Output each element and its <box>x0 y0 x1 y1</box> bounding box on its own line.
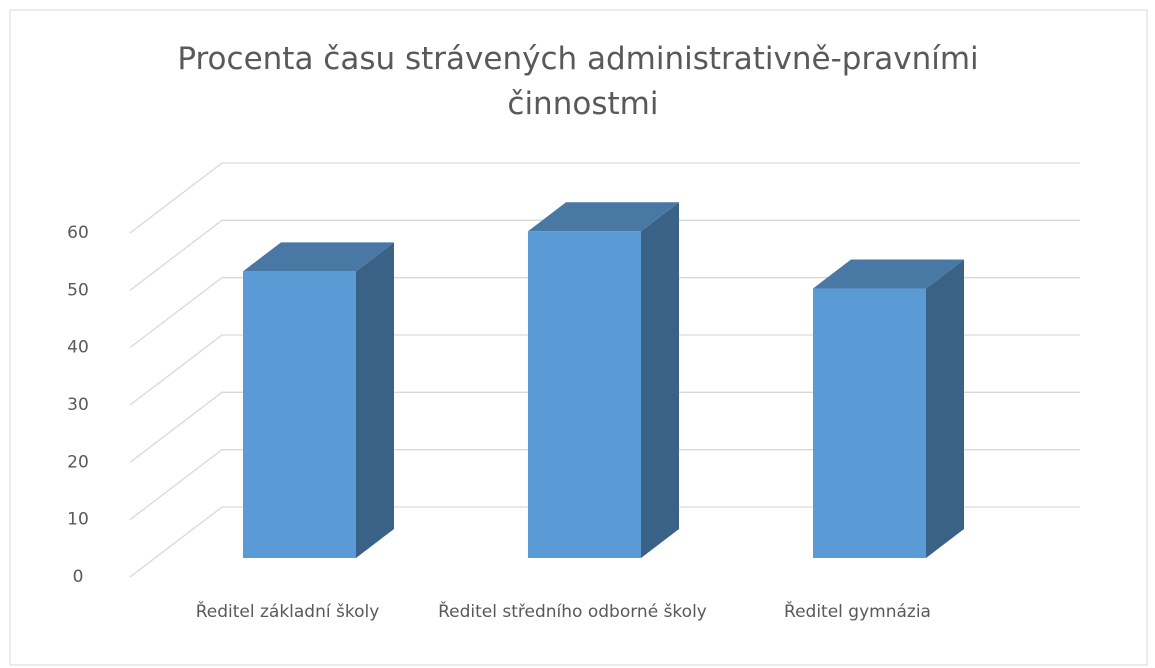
y-tick-label: 0 <box>73 567 84 587</box>
grid-line <box>129 162 1080 234</box>
bar-side <box>926 259 964 558</box>
bar-top <box>528 202 679 232</box>
y-tick-label: 20 <box>67 452 89 472</box>
x-tick-label-line: Ředitel základní školy <box>196 600 380 622</box>
grid-line <box>129 277 1080 349</box>
bar-top <box>243 242 394 272</box>
x-tick-label: Ředitel středního odborné školy <box>438 600 707 622</box>
x-tick-label-line: Ředitel gymnázia <box>784 600 931 622</box>
grid-line <box>129 449 1080 521</box>
x-tick-label: Ředitel gymnázia <box>784 600 931 622</box>
y-tick-label: 40 <box>67 338 89 358</box>
bar <box>243 271 356 558</box>
bar-side <box>641 202 679 558</box>
bar <box>528 231 641 558</box>
y-tick-label: 50 <box>67 280 89 300</box>
grid-line <box>129 391 1080 463</box>
chart-title-line: činnostmi <box>498 86 659 122</box>
y-tick-label: 60 <box>67 223 89 243</box>
y-tick-label: 10 <box>67 510 89 530</box>
bar-side <box>356 242 394 559</box>
chart-title-line: Procenta času strávených administrativně… <box>177 41 978 77</box>
grid-line <box>129 219 1080 291</box>
grid-line <box>129 334 1080 406</box>
x-tick-label: Ředitel základní školy <box>196 600 380 622</box>
grid-line <box>129 506 1080 578</box>
y-tick-label: 30 <box>67 395 89 415</box>
chart-title: Procenta času strávených administrativně… <box>177 41 978 122</box>
bar <box>813 288 926 558</box>
x-tick-label-line: Ředitel středního odborné školy <box>438 600 707 622</box>
bar-top <box>813 259 964 289</box>
